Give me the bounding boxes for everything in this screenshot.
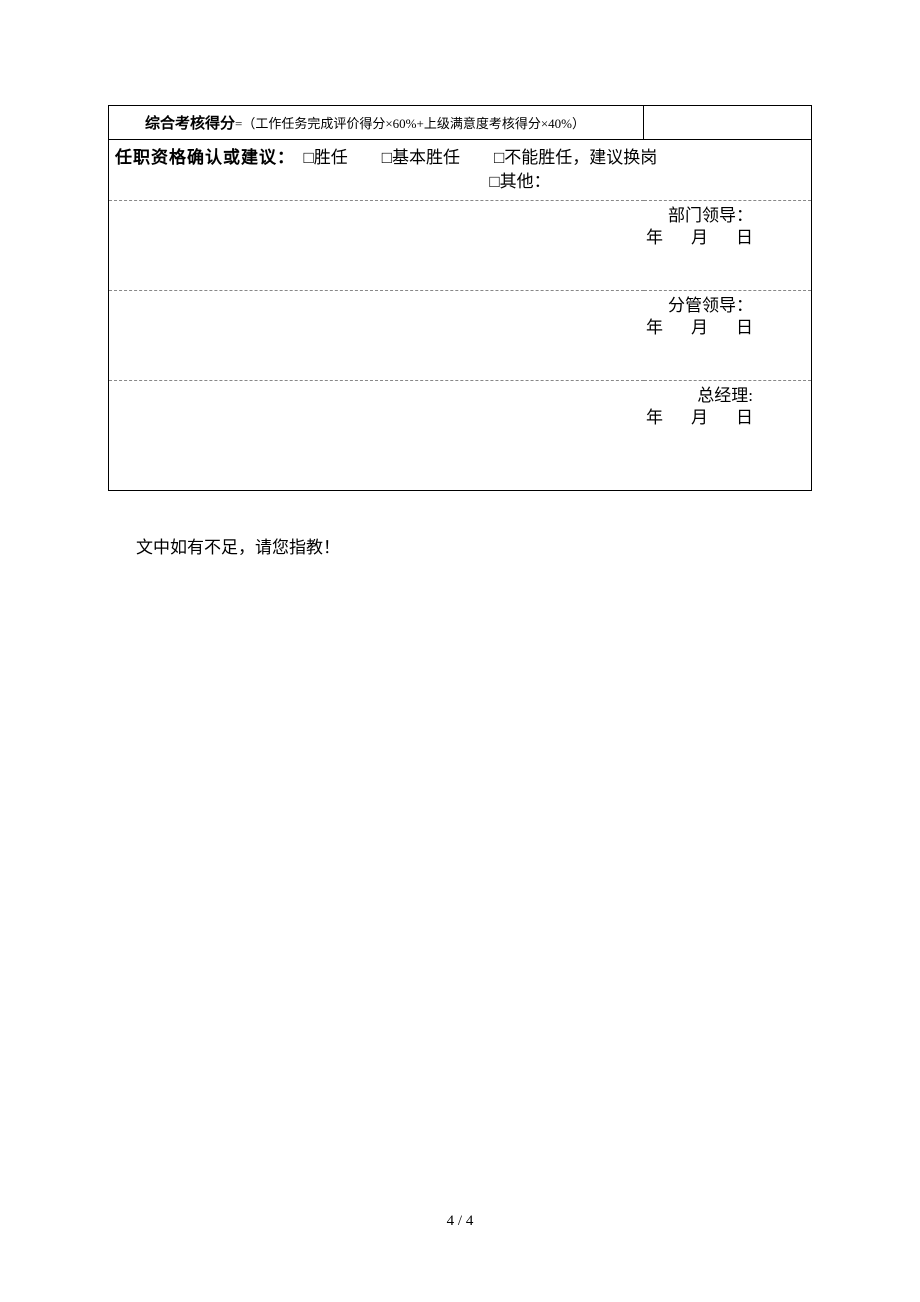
date-month-label: 月 bbox=[691, 228, 708, 247]
signature-date-department: 年月日 bbox=[109, 227, 753, 249]
signature-date-gm: 年月日 bbox=[109, 407, 753, 429]
formula-cell: 综合考核得分=（工作任务完成评价得分×60%+上级满意度考核得分×40%） bbox=[109, 106, 644, 140]
formula-empty-cell bbox=[644, 106, 812, 140]
qualification-options-line1: □胜任 □基本胜任 □不能胜任，建议换岗 bbox=[287, 148, 658, 167]
signature-row-gm: 总经理: 年 月 日 bbox=[109, 381, 812, 491]
signature-cell-gm: 总经理: 年 月 日 bbox=[109, 381, 812, 491]
formula-label: 综合考核得分 bbox=[145, 116, 235, 132]
qualification-options-line2: □其他： bbox=[109, 170, 811, 194]
date-day-label: 日 bbox=[736, 228, 753, 247]
date-month-label: 月 bbox=[691, 318, 708, 337]
signature-cell-supervisor: 分管领导： 年 月 日 bbox=[109, 291, 812, 381]
signature-row-supervisor: 分管领导： 年 月 日 bbox=[109, 291, 812, 381]
footer-note: 文中如有不足，请您指教！ bbox=[108, 533, 812, 558]
signature-title-department: 部门领导： bbox=[109, 205, 753, 227]
date-year-label: 年 bbox=[646, 408, 663, 427]
signature-title-gm: 总经理: bbox=[109, 385, 753, 407]
qualification-row: 任职资格确认或建议： □胜任 □基本胜任 □不能胜任，建议换岗 □其他： bbox=[109, 140, 812, 201]
signature-title-supervisor: 分管领导： bbox=[109, 295, 753, 317]
date-year-label: 年 bbox=[646, 228, 663, 247]
date-day-label: 日 bbox=[736, 408, 753, 427]
date-year-label: 年 bbox=[646, 318, 663, 337]
signature-cell-department: 部门领导： 年 月 日 bbox=[109, 201, 812, 291]
page-container: 综合考核得分=（工作任务完成评价得分×60%+上级满意度考核得分×40%） 任职… bbox=[0, 0, 920, 558]
evaluation-table: 综合考核得分=（工作任务完成评价得分×60%+上级满意度考核得分×40%） 任职… bbox=[108, 105, 812, 491]
qualification-cell: 任职资格确认或建议： □胜任 □基本胜任 □不能胜任，建议换岗 □其他： bbox=[109, 140, 812, 201]
page-number: 4 / 4 bbox=[0, 1213, 920, 1230]
date-month-label: 月 bbox=[691, 408, 708, 427]
signature-row-department: 部门领导： 年 月 日 bbox=[109, 201, 812, 291]
signature-date-supervisor: 年月日 bbox=[109, 317, 753, 339]
formula-text: =（工作任务完成评价得分×60%+上级满意度考核得分×40%） bbox=[235, 116, 585, 131]
formula-row: 综合考核得分=（工作任务完成评价得分×60%+上级满意度考核得分×40%） bbox=[109, 106, 812, 140]
date-day-label: 日 bbox=[736, 318, 753, 337]
qualification-label: 任职资格确认或建议： bbox=[115, 148, 287, 167]
